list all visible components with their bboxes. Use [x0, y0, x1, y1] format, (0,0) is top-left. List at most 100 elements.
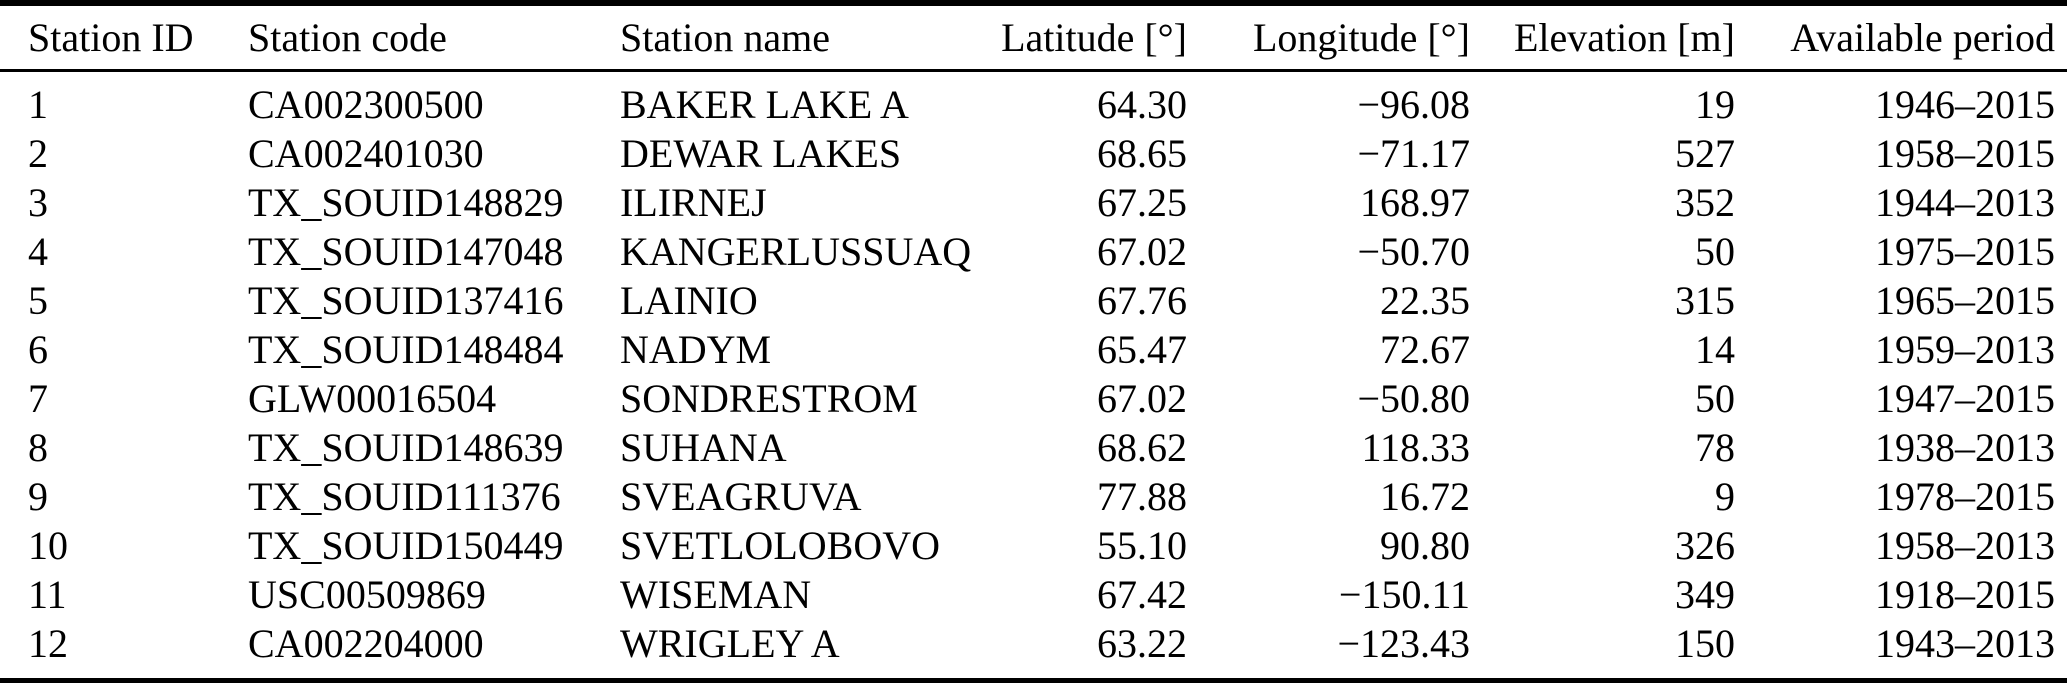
cell-latitude: 67.25: [1097, 179, 1187, 225]
cell-longitude: −96.08: [1357, 81, 1470, 127]
cell-longitude: 16.72: [1380, 473, 1470, 519]
header-row: Station ID Station code Station name Lat…: [0, 3, 2067, 71]
cell-longitude: 72.67: [1380, 326, 1470, 372]
cell-available-period: 1959–2013: [1875, 326, 2055, 372]
cell-available-period: 1947–2015: [1875, 375, 2055, 421]
table-row: 7 GLW00016504 SONDRESTROM 67.02 −50.80 5…: [0, 374, 2067, 423]
cell-station-name: LAINIO: [620, 277, 758, 323]
cell-longitude: −71.17: [1357, 130, 1470, 176]
cell-available-period: 1958–2013: [1875, 522, 2055, 568]
cell-elevation: 19: [1695, 81, 1735, 127]
table-row: 1 CA002300500 BAKER LAKE A 64.30 −96.08 …: [0, 71, 2067, 130]
cell-station-code: TX_SOUID137416: [248, 277, 564, 323]
cell-station-code: TX_SOUID147048: [248, 228, 564, 274]
cell-station-id: 12: [28, 620, 68, 666]
cell-elevation: 78: [1695, 424, 1735, 470]
table-row: 3 TX_SOUID148829 ILIRNEJ 67.25 168.97 35…: [0, 178, 2067, 227]
cell-station-code: GLW00016504: [248, 375, 497, 421]
cell-elevation: 9: [1715, 473, 1735, 519]
cell-elevation: 14: [1695, 326, 1735, 372]
cell-elevation: 315: [1675, 277, 1735, 323]
cell-latitude: 65.47: [1097, 326, 1187, 372]
cell-latitude: 77.88: [1097, 473, 1187, 519]
cell-station-name: WRIGLEY A: [620, 620, 840, 666]
table-row: 10 TX_SOUID150449 SVETLOLOBOVO 55.10 90.…: [0, 521, 2067, 570]
table-row: 4 TX_SOUID147048 KANGERLUSSUAQ 67.02 −50…: [0, 227, 2067, 276]
cell-station-name: SUHANA: [620, 424, 787, 470]
table-body: 1 CA002300500 BAKER LAKE A 64.30 −96.08 …: [0, 71, 2067, 681]
cell-available-period: 1938–2013: [1875, 424, 2055, 470]
cell-longitude: −50.70: [1357, 228, 1470, 274]
cell-station-id: 10: [28, 522, 68, 568]
cell-station-name: SVEAGRUVA: [620, 473, 862, 519]
cell-longitude: −50.80: [1357, 375, 1470, 421]
cell-longitude: 118.33: [1361, 424, 1470, 470]
cell-elevation: 352: [1675, 179, 1735, 225]
cell-station-name: WISEMAN: [620, 571, 812, 617]
cell-latitude: 64.30: [1097, 81, 1187, 127]
cell-station-code: TX_SOUID148639: [248, 424, 564, 470]
cell-station-code: TX_SOUID150449: [248, 522, 564, 568]
cell-available-period: 1918–2015: [1875, 571, 2055, 617]
table-row: 2 CA002401030 DEWAR LAKES 68.65 −71.17 5…: [0, 129, 2067, 178]
cell-station-name: SONDRESTROM: [620, 375, 918, 421]
cell-latitude: 67.02: [1097, 375, 1187, 421]
cell-station-name: ILIRNEJ: [620, 179, 767, 225]
cell-station-id: 8: [28, 424, 48, 470]
cell-available-period: 1975–2015: [1875, 228, 2055, 274]
cell-station-id: 6: [28, 326, 48, 372]
column-header-latitude: Latitude [°]: [1001, 14, 1187, 60]
cell-latitude: 68.62: [1097, 424, 1187, 470]
cell-longitude: −150.11: [1338, 571, 1470, 617]
cell-latitude: 67.42: [1097, 571, 1187, 617]
cell-latitude: 68.65: [1097, 130, 1187, 176]
cell-station-name: DEWAR LAKES: [620, 130, 902, 176]
cell-station-id: 11: [28, 571, 67, 617]
column-header-available-period: Available period: [1790, 14, 2055, 60]
cell-available-period: 1958–2015: [1875, 130, 2055, 176]
column-header-station-code: Station code: [248, 14, 447, 60]
table-row: 8 TX_SOUID148639 SUHANA 68.62 118.33 78 …: [0, 423, 2067, 472]
column-header-station-name: Station name: [620, 14, 830, 60]
cell-elevation: 527: [1675, 130, 1735, 176]
cell-longitude: −123.43: [1337, 620, 1470, 666]
cell-station-id: 9: [28, 473, 48, 519]
column-header-longitude: Longitude [°]: [1252, 14, 1470, 60]
cell-elevation: 50: [1695, 375, 1735, 421]
cell-station-code: CA002401030: [248, 130, 484, 176]
cell-elevation: 50: [1695, 228, 1735, 274]
table-row: 6 TX_SOUID148484 NADYM 65.47 72.67 14 19…: [0, 325, 2067, 374]
cell-station-id: 3: [28, 179, 48, 225]
table-row: 9 TX_SOUID111376 SVEAGRUVA 77.88 16.72 9…: [0, 472, 2067, 521]
cell-station-id: 5: [28, 277, 48, 323]
cell-elevation: 150: [1675, 620, 1735, 666]
cell-station-name: NADYM: [620, 326, 772, 372]
cell-available-period: 1965–2015: [1875, 277, 2055, 323]
table-header: Station ID Station code Station name Lat…: [0, 3, 2067, 71]
column-header-station-id: Station ID: [28, 14, 194, 60]
cell-station-id: 7: [28, 375, 48, 421]
cell-available-period: 1946–2015: [1875, 81, 2055, 127]
cell-latitude: 67.02: [1097, 228, 1187, 274]
cell-available-period: 1944–2013: [1875, 179, 2055, 225]
cell-latitude: 67.76: [1097, 277, 1187, 323]
cell-station-code: CA002204000: [248, 620, 484, 666]
table-row: 12 CA002204000 WRIGLEY A 63.22 −123.43 1…: [0, 619, 2067, 681]
cell-station-code: TX_SOUID148829: [248, 179, 564, 225]
column-header-elevation: Elevation [m]: [1513, 14, 1735, 60]
table-row: 11 USC00509869 WISEMAN 67.42 −150.11 349…: [0, 570, 2067, 619]
cell-station-code: TX_SOUID111376: [248, 473, 561, 519]
table-row: 5 TX_SOUID137416 LAINIO 67.76 22.35 315 …: [0, 276, 2067, 325]
cell-latitude: 55.10: [1097, 522, 1187, 568]
cell-station-code: USC00509869: [248, 571, 486, 617]
cell-station-code: CA002300500: [248, 81, 484, 127]
cell-longitude: 168.97: [1360, 179, 1470, 225]
cell-elevation: 326: [1675, 522, 1735, 568]
cell-station-id: 4: [28, 228, 48, 274]
cell-station-code: TX_SOUID148484: [248, 326, 564, 372]
cell-station-id: 2: [28, 130, 48, 176]
cell-latitude: 63.22: [1097, 620, 1187, 666]
cell-elevation: 349: [1675, 571, 1735, 617]
cell-longitude: 90.80: [1380, 522, 1470, 568]
